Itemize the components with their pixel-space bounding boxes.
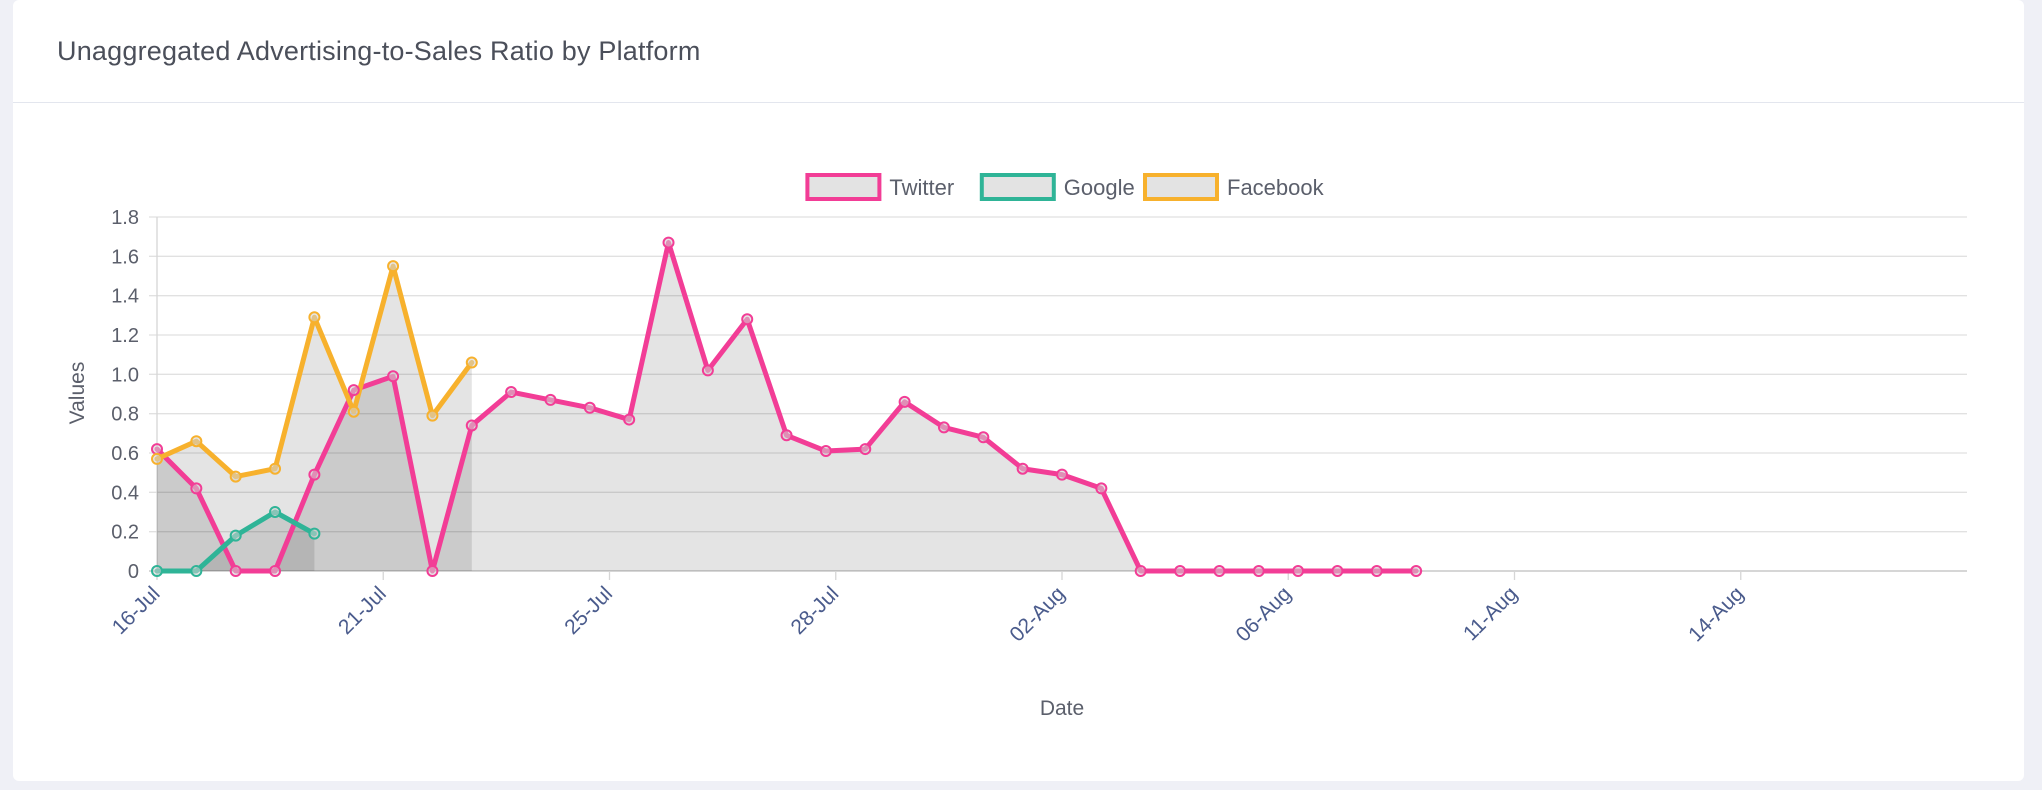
x-axis: 16-Jul 21-Jul 25-Jul 28-Jul 02-Aug 06-Aug 11-A… bbox=[108, 582, 1748, 646]
y-tick-label: 0 bbox=[128, 561, 139, 583]
google-point bbox=[269, 506, 282, 518]
twitter-point bbox=[1252, 565, 1265, 577]
twitter-point bbox=[859, 443, 872, 456]
facebook-point bbox=[426, 409, 439, 422]
y-tick-label: 0.6 bbox=[111, 443, 139, 465]
y-tick-label: 0.2 bbox=[111, 522, 139, 544]
google-point bbox=[229, 529, 242, 542]
y-tick-label: 0.8 bbox=[111, 404, 139, 426]
twitter-point bbox=[1213, 565, 1226, 577]
twitter-point bbox=[1370, 565, 1383, 577]
card-header: Unaggregated Advertising-to-Sales Ratio … bbox=[13, 0, 2024, 103]
legend-label-facebook: Facebook bbox=[1227, 175, 1325, 200]
x-tick-label: 16-Jul bbox=[108, 582, 165, 639]
legend-swatch-twitter bbox=[805, 173, 882, 201]
twitter-point bbox=[819, 445, 832, 458]
twitter-point bbox=[662, 236, 675, 249]
twitter-point bbox=[1056, 468, 1068, 481]
y-axis: 0 0.2 0.4 0.6 0.8 1.0 1.2 1.4 1.6 1.8 bbox=[111, 207, 139, 583]
twitter-point bbox=[308, 468, 321, 481]
series-points bbox=[151, 236, 1423, 577]
twitter-point bbox=[583, 401, 596, 414]
legend-label-google: Google bbox=[1064, 175, 1135, 200]
y-tick-label: 0.4 bbox=[111, 482, 139, 504]
legend-item-facebook: Facebook bbox=[1143, 173, 1325, 201]
twitter-point bbox=[465, 419, 478, 432]
twitter-point bbox=[1095, 482, 1108, 495]
twitter-point bbox=[1134, 565, 1147, 577]
twitter-point bbox=[898, 395, 911, 408]
facebook-point bbox=[151, 452, 163, 465]
x-tick-label: 02-Aug bbox=[1005, 582, 1069, 646]
legend-label-twitter: Twitter bbox=[889, 175, 954, 200]
twitter-point bbox=[151, 443, 163, 456]
twitter-point bbox=[1016, 462, 1029, 475]
legend-swatch-facebook bbox=[1143, 173, 1219, 201]
google-point bbox=[308, 527, 321, 540]
facebook-point bbox=[269, 462, 282, 475]
x-axis-title: Date bbox=[1040, 697, 1084, 720]
twitter-point bbox=[741, 313, 754, 326]
facebook-point bbox=[387, 260, 400, 273]
facebook-point bbox=[465, 356, 478, 369]
x-tick-label: 25-Jul bbox=[560, 582, 617, 639]
facebook-point bbox=[229, 470, 242, 483]
legend-item-twitter: Twitter bbox=[805, 173, 954, 201]
x-tick-label: 06-Aug bbox=[1232, 582, 1296, 646]
twitter-point bbox=[269, 565, 282, 577]
x-tick-label: 11-Aug bbox=[1459, 582, 1522, 645]
twitter-point bbox=[426, 565, 439, 577]
y-axis-title: Values bbox=[66, 362, 89, 425]
twitter-point bbox=[544, 393, 557, 406]
google-point bbox=[151, 565, 163, 577]
y-tick-label: 1.2 bbox=[111, 325, 139, 347]
y-tick-label: 1.4 bbox=[111, 286, 139, 308]
y-tick-label: 1.8 bbox=[111, 207, 139, 229]
x-tick-label: 14-Aug bbox=[1684, 582, 1748, 646]
twitter-point bbox=[937, 421, 950, 434]
twitter-point bbox=[347, 384, 360, 397]
twitter-point bbox=[701, 364, 714, 377]
x-tick-label: 21-Jul bbox=[334, 582, 391, 639]
twitter-point bbox=[1292, 565, 1305, 577]
facebook-point bbox=[308, 311, 321, 324]
twitter-point bbox=[229, 565, 242, 577]
facebook-point bbox=[190, 435, 203, 448]
legend: Twitter Google Facebook bbox=[805, 173, 1325, 201]
facebook-area bbox=[157, 266, 472, 571]
y-tick-label: 1.0 bbox=[111, 364, 139, 386]
google-point bbox=[190, 565, 203, 577]
twitter-point bbox=[623, 413, 636, 426]
y-tick-label: 1.6 bbox=[111, 246, 139, 268]
twitter-point bbox=[977, 431, 990, 444]
twitter-point bbox=[1331, 565, 1344, 577]
twitter-point bbox=[387, 370, 400, 383]
twitter-point bbox=[1174, 565, 1187, 577]
x-tick-label: 28-Jul bbox=[787, 582, 844, 639]
legend-swatch-google bbox=[979, 173, 1056, 201]
chart-title: Unaggregated Advertising-to-Sales Ratio … bbox=[57, 35, 701, 66]
twitter-point bbox=[780, 429, 793, 442]
facebook-point bbox=[347, 405, 360, 418]
twitter-point bbox=[505, 386, 518, 399]
twitter-point bbox=[190, 482, 203, 495]
twitter-point bbox=[1410, 565, 1423, 577]
legend-item-google: Google bbox=[979, 173, 1135, 201]
